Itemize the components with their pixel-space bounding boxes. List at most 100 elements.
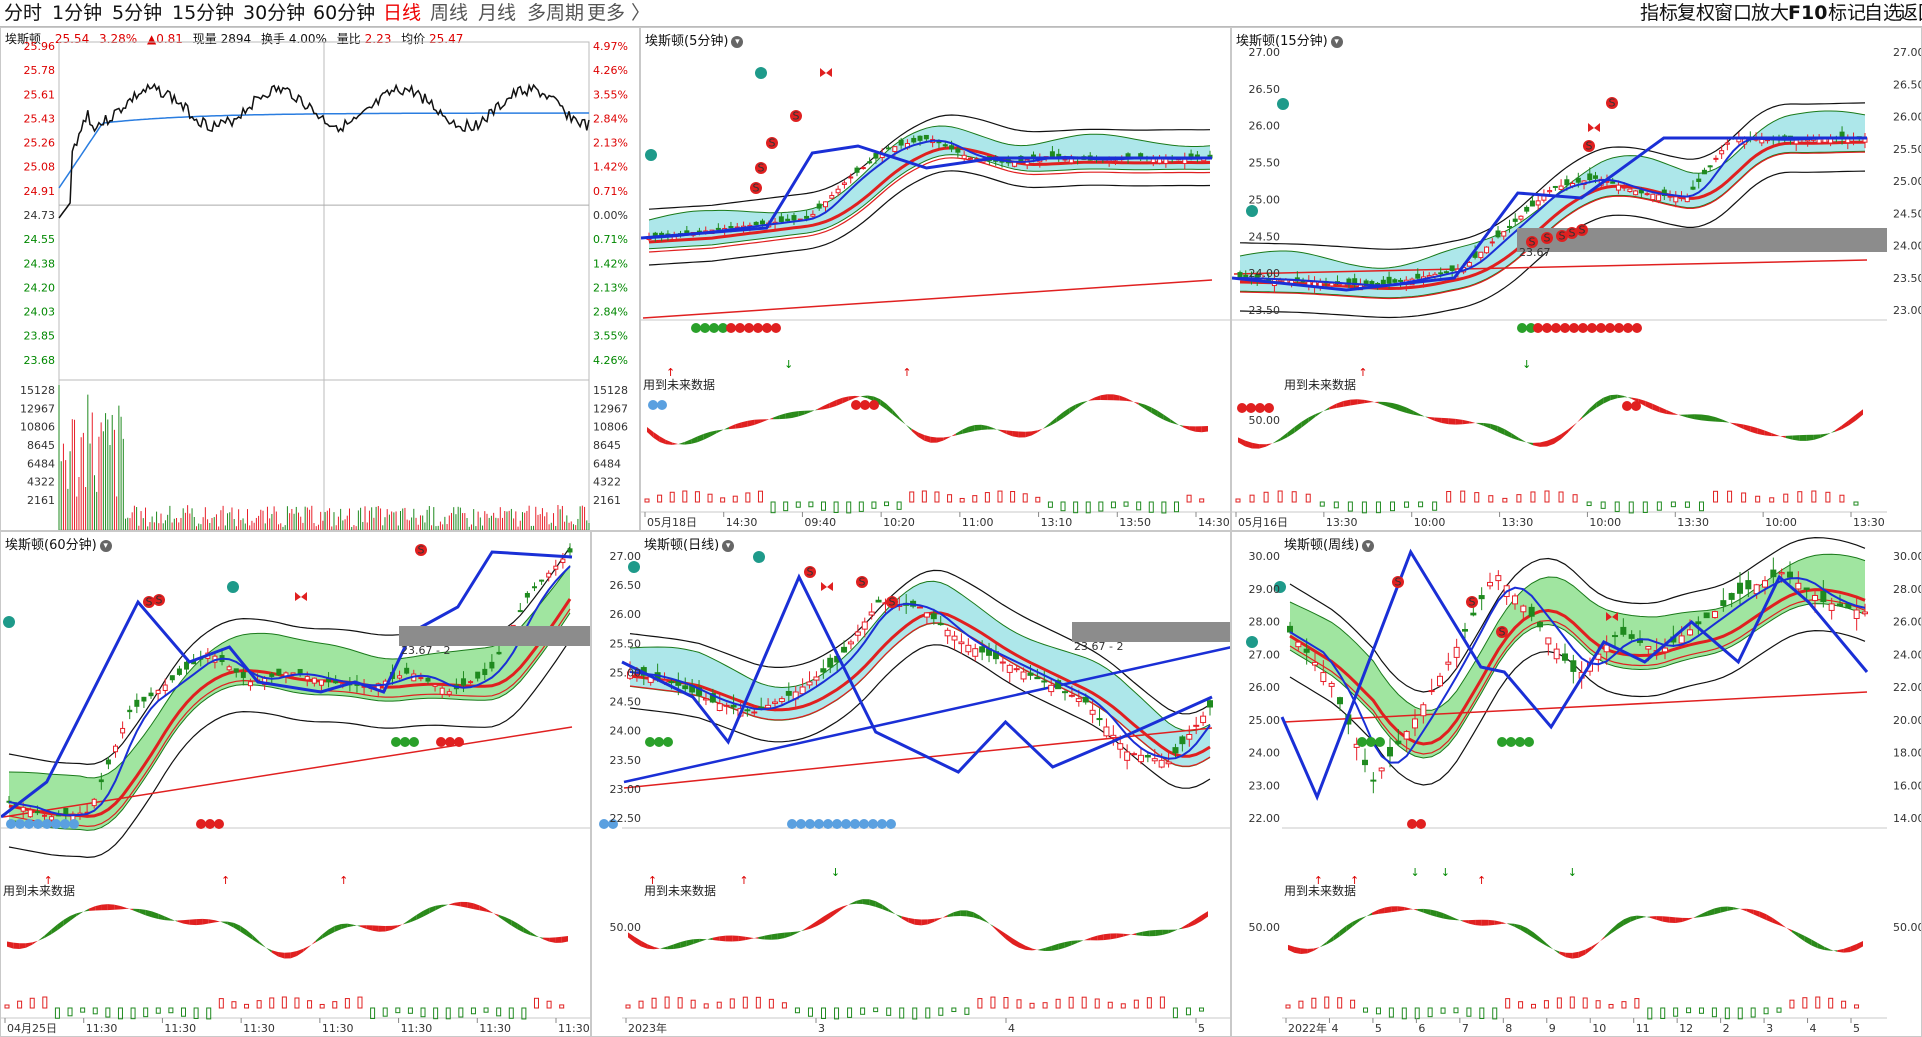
period-tab-more[interactable]: 更多 〉 (587, 2, 651, 24)
histogram-bar (1460, 490, 1466, 503)
boll-lower-line (648, 170, 1211, 266)
signal-arrow: ↑ (1350, 874, 1359, 887)
candle-body (951, 635, 958, 641)
band-lower-line (1239, 150, 1866, 299)
osc-marker (735, 323, 745, 333)
dropdown-icon[interactable]: ▾ (99, 539, 112, 552)
signal-marker-red (766, 137, 778, 149)
oscillator-segment (473, 903, 480, 911)
oscillator-segment (1532, 442, 1540, 447)
oscillator-segment (1462, 920, 1469, 924)
period-tab-1min[interactable]: 1分钟 (52, 2, 103, 24)
pct-tick-label: 2.84% (593, 306, 628, 319)
candle-body (886, 147, 892, 150)
volume-tick-label-right: 8645 (593, 439, 621, 452)
oscillator-segment (1527, 928, 1534, 939)
oscillator-segment (13, 942, 20, 950)
oscillator-segment (960, 910, 967, 917)
histogram-bar (395, 1007, 401, 1014)
period-tab-15min[interactable]: 15分钟 (172, 2, 235, 24)
oscillator-segment (673, 942, 681, 950)
oscillator-segment (1119, 395, 1127, 401)
osc-marker (1533, 323, 1543, 333)
right-price-tick: 18.00 (1893, 747, 1922, 760)
menu-f10[interactable]: F10 (1788, 2, 1828, 24)
time-tick-label: 2022年 (1288, 1021, 1327, 1035)
histogram-bar (1839, 494, 1845, 503)
oscillator-segment (892, 409, 900, 420)
intraday-chart-panel[interactable]: 埃斯顿 25.54 3.28% ▲0.81 现量 2894 换手 4.00% 量… (0, 27, 640, 531)
oscillator-segment (1511, 433, 1519, 441)
candle-body (304, 675, 310, 681)
oscillator-segment (738, 935, 746, 942)
oscillator-segment (1012, 938, 1020, 948)
oscillator-segment (1682, 917, 1689, 922)
pct-tick-label: 0.71% (593, 185, 628, 198)
chart-panel-daily[interactable]: 埃斯顿(日线) ▾ S S S ↑ ↑ ↓ 27.00 26.50 26.00 25.50 25.00… (591, 531, 1231, 1037)
price-tick-label: 24.91 (24, 185, 56, 198)
oscillator-segment (716, 429, 723, 434)
chart-panel-weekly[interactable]: 埃斯顿(周线) ▾ S S S ↑ ↑ ↓ ↓ ↑ ↓ 30.00 29.00 28.00 27.00 26… (1231, 531, 1922, 1037)
oscillator-segment (784, 932, 791, 939)
period-tab-5min[interactable]: 5分钟 (112, 2, 163, 24)
band-lower-line (8, 612, 571, 831)
panel-title-text: 埃斯顿(周线) (1284, 538, 1360, 553)
oscillator-segment (810, 409, 818, 413)
chart-panel-5min[interactable]: 埃斯顿(5分钟) ▾ S S S S ↑ ↓ ↑ 05月18日 14:30 09:40 10:20 11… (640, 27, 1231, 531)
period-tab-30min[interactable]: 30分钟 (243, 2, 306, 24)
candle-body (418, 677, 424, 680)
boll-upper-line (1289, 536, 1866, 693)
fast-ma-line (629, 602, 1211, 760)
period-tab-weekly[interactable]: 周线 (430, 2, 469, 24)
oscillator-segment (498, 914, 505, 922)
osc-marker (648, 400, 658, 410)
pct-tick-label: 2.13% (593, 281, 628, 294)
oscillator-segment (849, 900, 857, 905)
menu-watchlist[interactable]: 自选 (1864, 2, 1903, 24)
dropdown-icon[interactable]: ▾ (722, 539, 735, 552)
period-tab-monthly[interactable]: 月线 (478, 2, 517, 24)
osc-tick-label: 50.00 (1249, 921, 1281, 934)
signal-marker-glyph: S (758, 162, 765, 175)
candle-body (1006, 664, 1013, 673)
osc-marker (753, 323, 763, 333)
menu-zoom[interactable]: 放大 (1751, 2, 1790, 24)
oscillator-segment (1759, 911, 1767, 921)
period-tab-intraday[interactable]: 分时 (4, 2, 43, 24)
dropdown-icon[interactable]: ▾ (1330, 35, 1343, 48)
menu-adjust[interactable]: 复权 (1677, 2, 1716, 24)
oscillator-segment (848, 395, 856, 401)
histogram-bar (1755, 495, 1761, 503)
period-tab-multi[interactable]: 多周期 (527, 2, 585, 24)
menu-indicator[interactable]: 指标 (1640, 2, 1679, 24)
candle-body (1687, 629, 1693, 636)
oscillator-segment (1266, 443, 1274, 447)
oscillator-segment (1182, 425, 1190, 431)
chart-panel-60min[interactable]: 埃斯顿(60分钟) ▾ S S S ↑ ↑ ↑ 23.67 - 2 04月25日 11:30 11:… (0, 531, 591, 1037)
dropdown-icon[interactable]: ▾ (1362, 539, 1375, 552)
osc-marker (1614, 323, 1624, 333)
histogram-bar (180, 1007, 186, 1017)
period-tab-60min[interactable]: 60分钟 (313, 2, 376, 24)
oscillator-segment (1097, 934, 1104, 941)
oscillator-segment (486, 908, 493, 914)
period-tab-daily[interactable]: 日线 (383, 2, 422, 24)
chart-panel-15min[interactable]: 埃斯顿(15分钟) ▾ S S S S S S S ↑ ↓ 27.00 26.50 26.00 25.50… (1231, 27, 1922, 531)
oscillator-segment (284, 952, 291, 959)
menu-back[interactable]: 返回 (1899, 2, 1922, 24)
candle-body (1082, 696, 1089, 703)
osc-marker (868, 819, 878, 829)
candle-body (1770, 569, 1777, 578)
oscillator-segment (32, 940, 39, 945)
menu-window[interactable]: 窗口 (1714, 2, 1753, 24)
histogram-bar (964, 1007, 970, 1015)
oscillator-segment (1245, 440, 1253, 449)
oscillator-segment (1753, 909, 1760, 918)
menu-mark[interactable]: 标记 (1828, 2, 1867, 24)
price-tick-label: 26.50 (1249, 83, 1281, 96)
histogram-bar (1110, 501, 1116, 509)
histogram-bar (1724, 1007, 1730, 1020)
dropdown-icon[interactable]: ▾ (731, 35, 744, 48)
right-price-tick: 26.00 (1893, 616, 1922, 629)
histogram-bar (1022, 493, 1028, 503)
